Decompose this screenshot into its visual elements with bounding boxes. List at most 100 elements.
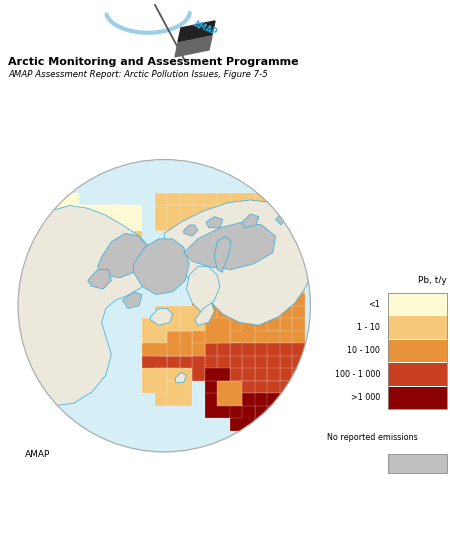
Bar — [192, 356, 217, 381]
Bar — [104, 243, 130, 268]
Bar — [255, 218, 280, 243]
Bar — [67, 218, 92, 243]
Bar — [42, 268, 67, 293]
Bar — [54, 206, 79, 231]
Bar — [17, 206, 42, 231]
Bar — [167, 305, 192, 331]
Bar — [92, 206, 117, 231]
Bar — [67, 206, 92, 231]
Bar — [267, 331, 293, 356]
Bar — [230, 206, 255, 231]
Bar — [142, 318, 167, 343]
Bar — [267, 281, 293, 305]
Bar — [92, 243, 117, 268]
Bar — [104, 206, 130, 231]
Bar — [167, 318, 192, 343]
Bar — [242, 268, 267, 293]
Bar — [180, 356, 205, 381]
Bar — [154, 305, 180, 331]
Bar — [17, 281, 42, 305]
Bar — [280, 243, 305, 268]
Polygon shape — [98, 233, 148, 278]
Bar — [79, 206, 104, 231]
Bar — [167, 368, 192, 394]
Bar — [280, 256, 305, 281]
Bar — [280, 381, 305, 406]
Bar — [192, 343, 217, 368]
Text: No reported emissions: No reported emissions — [327, 433, 418, 442]
Bar — [79, 218, 104, 243]
Bar — [230, 343, 255, 368]
Bar — [267, 206, 293, 231]
Bar — [255, 206, 280, 231]
Bar — [280, 193, 305, 218]
Bar — [29, 243, 54, 268]
Bar — [205, 206, 230, 231]
Bar — [79, 206, 104, 231]
Bar — [280, 394, 305, 419]
Bar — [267, 356, 293, 381]
Bar — [142, 368, 167, 394]
Bar — [192, 281, 217, 305]
Bar — [104, 206, 130, 231]
Bar — [142, 356, 167, 381]
Bar — [17, 243, 42, 268]
Bar — [255, 318, 280, 343]
Bar — [67, 231, 92, 256]
Bar — [242, 293, 267, 318]
Bar — [280, 368, 305, 394]
Bar — [280, 406, 305, 431]
Bar — [180, 305, 205, 331]
Bar — [29, 193, 54, 218]
Bar — [230, 293, 255, 318]
Bar — [29, 281, 54, 305]
Bar — [167, 381, 192, 406]
Text: <1: <1 — [369, 300, 380, 309]
Bar — [388, 316, 447, 339]
Bar — [255, 406, 280, 431]
Bar — [205, 331, 230, 356]
Bar — [217, 381, 242, 406]
Bar — [205, 394, 230, 419]
Bar — [217, 268, 242, 293]
Bar — [280, 281, 305, 305]
Bar — [42, 256, 67, 281]
Bar — [154, 381, 180, 406]
Bar — [79, 256, 104, 281]
Bar — [54, 243, 79, 268]
Bar — [242, 394, 267, 419]
Bar — [67, 256, 92, 281]
Bar — [255, 281, 280, 305]
Bar — [242, 305, 267, 331]
Bar — [180, 318, 205, 343]
Polygon shape — [275, 214, 287, 225]
Bar — [388, 340, 447, 362]
Bar — [230, 281, 255, 305]
Bar — [280, 293, 305, 318]
Bar — [280, 206, 305, 231]
Polygon shape — [195, 303, 214, 325]
Bar — [154, 368, 180, 394]
Polygon shape — [184, 225, 198, 236]
Polygon shape — [175, 36, 212, 57]
Text: Arctic Monitoring and Assessment Programme: Arctic Monitoring and Assessment Program… — [8, 57, 299, 67]
Bar — [42, 268, 67, 293]
Bar — [180, 193, 205, 218]
Bar — [42, 218, 67, 243]
Bar — [230, 318, 255, 343]
Bar — [205, 305, 230, 331]
Bar — [154, 343, 180, 368]
Polygon shape — [88, 270, 111, 289]
Text: 10 - 100: 10 - 100 — [347, 347, 380, 356]
Bar — [217, 394, 242, 419]
Bar — [117, 218, 142, 243]
Bar — [154, 318, 180, 343]
Bar — [29, 305, 54, 331]
Polygon shape — [214, 236, 231, 272]
Bar — [242, 193, 267, 218]
Bar — [242, 318, 267, 343]
Bar — [255, 343, 280, 368]
Polygon shape — [178, 21, 215, 42]
Bar — [205, 381, 230, 406]
Bar — [205, 343, 230, 368]
